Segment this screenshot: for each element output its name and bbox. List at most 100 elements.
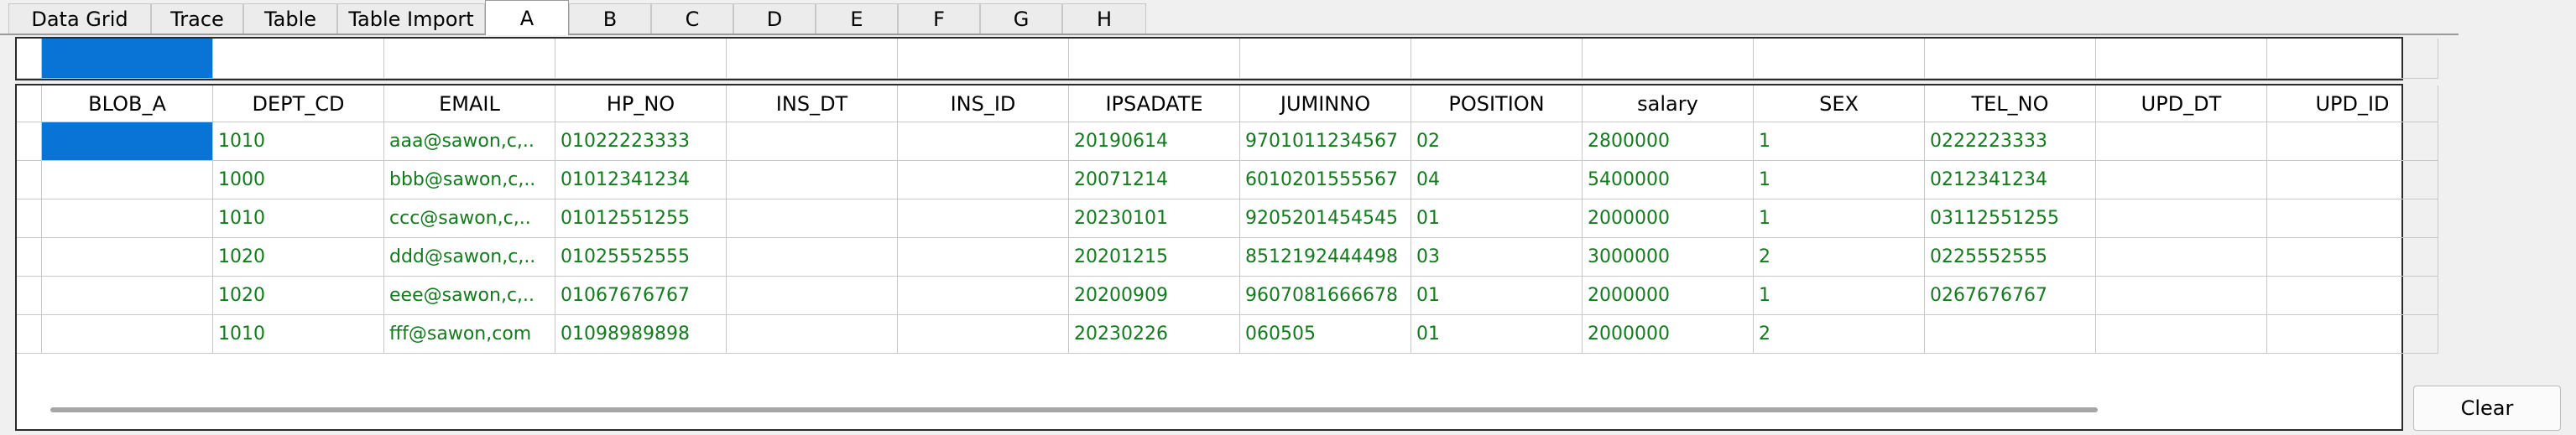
table-cell[interactable] xyxy=(42,122,213,161)
table-cell[interactable] xyxy=(898,122,1069,161)
table-cell[interactable]: 2000000 xyxy=(1583,315,1754,354)
table-cell[interactable]: 0222223333 xyxy=(1925,122,2096,161)
table-cell[interactable]: 1 xyxy=(1754,161,1925,199)
row-header-cell[interactable] xyxy=(17,199,42,238)
table-cell[interactable]: 1000 xyxy=(213,161,384,199)
table-cell[interactable]: fff@sawon,com xyxy=(384,315,555,354)
filter-cell[interactable] xyxy=(1754,39,1925,79)
filter-cell[interactable] xyxy=(1411,39,1583,79)
column-header[interactable]: IPSADATE xyxy=(1069,85,1240,122)
table-cell[interactable] xyxy=(2096,277,2267,315)
table-cell[interactable] xyxy=(898,315,1069,354)
table-cell[interactable] xyxy=(2267,238,2438,277)
column-header[interactable]: HP_NO xyxy=(555,85,727,122)
table-cell[interactable]: 2800000 xyxy=(1583,122,1754,161)
tab-a[interactable]: A xyxy=(485,0,569,35)
tab-b[interactable]: B xyxy=(569,3,651,34)
table-cell[interactable] xyxy=(898,238,1069,277)
table-cell[interactable]: aaa@sawon,c,.. xyxy=(384,122,555,161)
table-cell[interactable] xyxy=(2267,315,2438,354)
table-cell[interactable]: 04 xyxy=(1411,161,1583,199)
table-cell[interactable] xyxy=(2267,161,2438,199)
tab-h[interactable]: H xyxy=(1062,3,1146,34)
table-cell[interactable]: 9205201454545 xyxy=(1240,199,1411,238)
table-cell[interactable] xyxy=(898,199,1069,238)
table-cell[interactable] xyxy=(2096,122,2267,161)
table-cell[interactable]: 1010 xyxy=(213,122,384,161)
filter-cell[interactable] xyxy=(1240,39,1411,79)
filter-cell[interactable] xyxy=(42,39,213,79)
table-cell[interactable]: ccc@sawon,c,.. xyxy=(384,199,555,238)
filter-cell[interactable] xyxy=(727,39,898,79)
column-header[interactable]: UPD_ID xyxy=(2267,85,2438,122)
tab-g[interactable]: G xyxy=(980,3,1062,34)
table-cell[interactable]: 1020 xyxy=(213,238,384,277)
table-cell[interactable]: bbb@sawon,c,.. xyxy=(384,161,555,199)
column-header[interactable]: DEPT_CD xyxy=(213,85,384,122)
filter-cell[interactable] xyxy=(213,39,384,79)
table-cell[interactable]: 01098989898 xyxy=(555,315,727,354)
table-cell[interactable] xyxy=(42,315,213,354)
table-cell[interactable]: 20200909 xyxy=(1069,277,1240,315)
column-header[interactable]: INS_DT xyxy=(727,85,898,122)
column-header[interactable]: INS_ID xyxy=(898,85,1069,122)
horizontal-scrollbar[interactable] xyxy=(50,407,2098,412)
table-cell[interactable]: 03112551255 xyxy=(1925,199,2096,238)
table-cell[interactable]: 20190614 xyxy=(1069,122,1240,161)
column-header[interactable]: UPD_DT xyxy=(2096,85,2267,122)
table-cell[interactable] xyxy=(42,277,213,315)
table-cell[interactable] xyxy=(898,277,1069,315)
clear-button[interactable]: Clear xyxy=(2413,386,2561,431)
filter-cell[interactable] xyxy=(898,39,1069,79)
table-cell[interactable]: 0212341234 xyxy=(1925,161,2096,199)
table-cell[interactable]: 2 xyxy=(1754,238,1925,277)
filter-cell[interactable] xyxy=(2096,39,2267,79)
table-cell[interactable]: 01012551255 xyxy=(555,199,727,238)
row-header-cell[interactable] xyxy=(17,238,42,277)
column-header[interactable]: salary xyxy=(1583,85,1754,122)
column-header[interactable]: POSITION xyxy=(1411,85,1583,122)
table-cell[interactable]: 1 xyxy=(1754,277,1925,315)
table-cell[interactable] xyxy=(42,161,213,199)
filter-cell[interactable] xyxy=(1069,39,1240,79)
table-cell[interactable]: ddd@sawon,c,.. xyxy=(384,238,555,277)
table-cell[interactable] xyxy=(727,161,898,199)
table-cell[interactable]: 060505 xyxy=(1240,315,1411,354)
tab-data-grid[interactable]: Data Grid xyxy=(8,3,151,34)
table-cell[interactable] xyxy=(2267,199,2438,238)
table-cell[interactable]: 20201215 xyxy=(1069,238,1240,277)
tab-trace[interactable]: Trace xyxy=(151,3,243,34)
table-cell[interactable]: 2000000 xyxy=(1583,199,1754,238)
table-cell[interactable]: 1010 xyxy=(213,315,384,354)
table-cell[interactable]: 01 xyxy=(1411,315,1583,354)
table-cell[interactable]: 02 xyxy=(1411,122,1583,161)
column-header[interactable]: SEX xyxy=(1754,85,1925,122)
table-cell[interactable] xyxy=(898,161,1069,199)
table-cell[interactable] xyxy=(2096,315,2267,354)
table-cell[interactable]: 01067676767 xyxy=(555,277,727,315)
table-cell[interactable] xyxy=(2267,277,2438,315)
table-cell[interactable] xyxy=(727,315,898,354)
table-cell[interactable]: 9607081666678 xyxy=(1240,277,1411,315)
column-header[interactable]: EMAIL xyxy=(384,85,555,122)
filter-cell[interactable] xyxy=(384,39,555,79)
table-cell[interactable]: 01022223333 xyxy=(555,122,727,161)
table-cell[interactable] xyxy=(2096,199,2267,238)
table-cell[interactable]: 8512192444498 xyxy=(1240,238,1411,277)
tab-e[interactable]: E xyxy=(816,3,898,34)
table-cell[interactable]: 01012341234 xyxy=(555,161,727,199)
table-cell[interactable] xyxy=(1925,315,2096,354)
tab-table[interactable]: Table xyxy=(243,3,337,34)
table-cell[interactable] xyxy=(727,199,898,238)
table-cell[interactable]: 20230101 xyxy=(1069,199,1240,238)
filter-cell[interactable] xyxy=(2267,39,2438,79)
table-cell[interactable]: 1 xyxy=(1754,122,1925,161)
tab-c[interactable]: C xyxy=(651,3,733,34)
table-cell[interactable]: 1020 xyxy=(213,277,384,315)
table-cell[interactable] xyxy=(42,199,213,238)
table-cell[interactable]: 3000000 xyxy=(1583,238,1754,277)
tab-d[interactable]: D xyxy=(733,3,816,34)
column-header[interactable]: JUMINNO xyxy=(1240,85,1411,122)
data-grid[interactable]: BLOB_A DEPT_CD EMAIL HP_NO INS_DT INS_ID IPSAD… xyxy=(15,84,2438,431)
table-cell[interactable] xyxy=(727,238,898,277)
